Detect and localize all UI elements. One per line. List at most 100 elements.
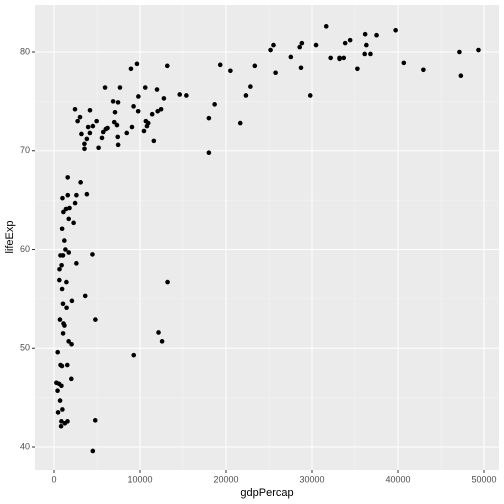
panel	[35, 5, 499, 470]
point	[457, 49, 462, 55]
point	[374, 32, 379, 38]
point	[124, 130, 130, 136]
point	[337, 55, 342, 61]
point	[75, 118, 80, 124]
point	[55, 410, 61, 415]
point	[59, 419, 64, 424]
point	[84, 136, 90, 142]
point	[63, 206, 69, 212]
point	[57, 317, 63, 322]
point	[142, 85, 148, 90]
point	[87, 107, 93, 113]
point	[228, 68, 233, 74]
point	[74, 261, 79, 266]
point	[64, 305, 69, 311]
point	[57, 266, 62, 272]
point	[90, 448, 96, 454]
point	[85, 124, 91, 130]
point	[66, 339, 71, 344]
point	[61, 321, 66, 326]
point	[112, 109, 118, 115]
point	[355, 66, 360, 72]
point	[69, 298, 75, 304]
point	[159, 339, 165, 344]
point	[93, 317, 98, 322]
x-tick-label: 40000	[385, 474, 410, 484]
point	[313, 42, 319, 48]
point	[54, 380, 59, 386]
point	[66, 250, 72, 255]
point	[66, 216, 72, 222]
point	[149, 111, 155, 117]
y-tick-label: 40	[20, 441, 30, 451]
point	[63, 247, 68, 252]
point	[114, 122, 120, 128]
point	[59, 226, 65, 232]
point	[111, 119, 117, 125]
point	[161, 96, 167, 101]
point	[67, 205, 72, 211]
x-tick-label: 10000	[127, 474, 152, 484]
point	[72, 200, 78, 206]
point	[96, 145, 101, 151]
point	[62, 238, 67, 243]
point	[212, 102, 217, 107]
point	[237, 120, 243, 126]
point	[323, 24, 329, 29]
point	[59, 286, 65, 292]
point	[362, 51, 367, 57]
point	[60, 331, 66, 336]
point	[252, 63, 258, 69]
point	[102, 85, 108, 90]
point	[128, 66, 134, 72]
point	[60, 253, 66, 258]
point	[177, 92, 183, 97]
point	[92, 418, 98, 423]
point	[57, 398, 63, 403]
point	[297, 44, 303, 50]
point	[155, 108, 160, 114]
point	[90, 252, 95, 257]
point	[57, 277, 62, 283]
point	[131, 104, 136, 109]
point	[135, 108, 141, 114]
y-tick-label: 50	[20, 343, 30, 353]
point	[206, 150, 212, 156]
point	[476, 47, 481, 53]
point	[401, 60, 407, 66]
point	[79, 131, 84, 137]
point	[60, 195, 65, 201]
point	[59, 262, 64, 268]
point	[78, 180, 83, 185]
x-tick-label: 30000	[299, 474, 324, 484]
point	[141, 128, 147, 134]
y-tick-label: 60	[20, 244, 30, 254]
point	[421, 67, 426, 73]
point	[156, 330, 161, 335]
point	[273, 70, 278, 76]
point	[64, 362, 70, 368]
point	[136, 94, 141, 99]
point	[184, 93, 189, 98]
point	[117, 85, 123, 90]
point	[90, 123, 96, 129]
point	[62, 420, 68, 426]
point	[110, 99, 116, 104]
point	[99, 135, 105, 141]
point	[60, 301, 66, 307]
point	[87, 130, 93, 136]
point	[368, 51, 373, 57]
x-tick-label: 20000	[213, 474, 238, 484]
point	[74, 192, 79, 198]
point	[143, 118, 149, 124]
point	[271, 42, 276, 48]
point	[154, 87, 160, 92]
point	[288, 54, 294, 60]
point	[393, 27, 398, 33]
point	[206, 115, 212, 121]
x-tick-label: 0	[51, 474, 56, 484]
point	[100, 129, 106, 135]
point	[243, 93, 249, 98]
